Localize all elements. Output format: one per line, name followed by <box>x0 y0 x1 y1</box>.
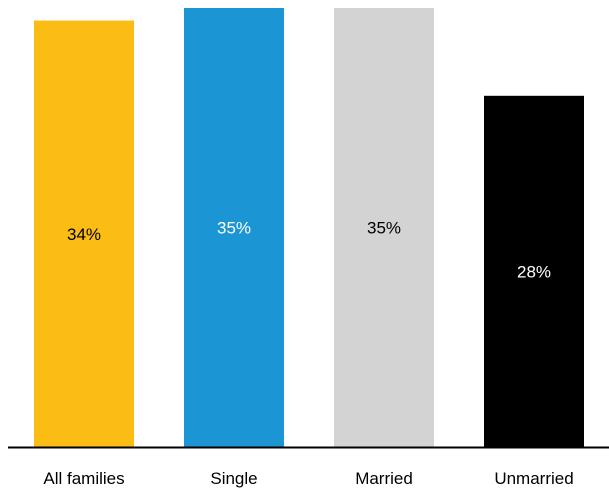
category-label-married: Married <box>355 469 413 488</box>
category-labels-group: All families Single Married Unmarried <box>43 469 573 488</box>
value-labels-group: 34% 35% 35% 28% <box>67 219 551 282</box>
bars-group <box>34 8 584 448</box>
value-label-single: 35% <box>217 219 251 238</box>
bar-married <box>334 8 434 447</box>
category-label-unmarried: Unmarried <box>494 469 573 488</box>
value-label-unmarried: 28% <box>517 262 551 281</box>
bar-single <box>184 8 284 447</box>
bar-all-families <box>34 20 134 448</box>
value-label-married: 35% <box>367 219 401 238</box>
value-label-all-families: 34% <box>67 225 101 244</box>
category-label-all-families: All families <box>43 469 124 488</box>
category-label-single: Single <box>210 469 257 488</box>
bar-unmarried <box>484 95 584 448</box>
